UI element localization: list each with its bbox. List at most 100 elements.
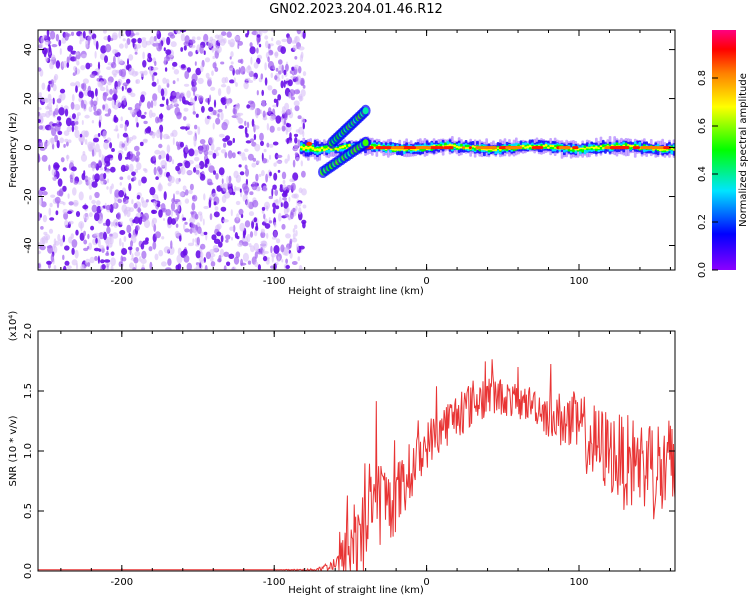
noise-blob <box>277 256 280 262</box>
main-track-cell <box>627 144 630 146</box>
main-track-cell <box>496 147 500 149</box>
noise-blob <box>134 51 138 55</box>
main-track-cell <box>526 145 530 149</box>
noise-blob <box>118 190 125 198</box>
noise-blob <box>271 255 274 263</box>
noise-blob <box>228 175 232 183</box>
noise-blob <box>295 76 299 82</box>
noise-blob <box>240 65 246 75</box>
noise-blob <box>126 87 132 93</box>
noise-blob <box>243 81 249 90</box>
noise-blob <box>145 127 151 134</box>
noise-blob <box>195 67 202 76</box>
noise-blob <box>172 61 178 67</box>
noise-blob <box>99 206 104 210</box>
noise-blob <box>97 255 100 264</box>
noise-blob <box>194 124 198 130</box>
noise-blob <box>194 156 200 162</box>
noise-blob <box>38 125 44 130</box>
noise-blob <box>175 177 180 185</box>
noise-blob <box>290 96 295 101</box>
noise-blob <box>187 130 193 136</box>
noise-blob <box>270 30 277 33</box>
noise-blob <box>128 232 132 238</box>
colorbar-ticks: 0.0 0.2 0.4 0.6 0.8 <box>697 70 718 278</box>
noise-blob <box>199 260 205 264</box>
noise-blob <box>52 243 55 252</box>
noise-blob <box>218 241 223 248</box>
noise-blob <box>288 91 292 99</box>
noise-blob <box>170 209 173 218</box>
noise-blob <box>194 61 197 66</box>
noise-blob <box>46 260 52 265</box>
noise-blob <box>56 104 59 111</box>
noise-blob <box>47 93 52 101</box>
noise-blob <box>82 103 87 112</box>
noise-blob <box>38 262 42 270</box>
noise-blob <box>262 157 268 164</box>
noise-blob <box>273 230 278 238</box>
noise-blob <box>173 199 181 203</box>
noise-blob <box>244 126 248 136</box>
noise-blob <box>263 213 266 220</box>
noise-blob <box>302 204 307 209</box>
noise-blob <box>49 202 53 208</box>
noise-blob <box>236 213 240 221</box>
noise-blob <box>117 80 121 88</box>
noise-blob <box>179 141 184 148</box>
noise-blob <box>44 35 48 39</box>
noise-blob <box>198 95 204 102</box>
noise-blob <box>171 218 177 225</box>
noise-blob <box>249 138 255 143</box>
noise-blob <box>183 255 190 263</box>
noise-blob <box>227 150 233 159</box>
noise-blob <box>131 199 134 205</box>
main-track-cell <box>341 145 344 149</box>
noise-blob <box>226 85 231 95</box>
noise-blob <box>226 175 229 184</box>
noise-blob <box>87 90 93 97</box>
noise-blob <box>42 47 48 55</box>
noise-blob <box>256 36 259 46</box>
noise-blob <box>74 129 80 139</box>
noise-blob <box>173 193 175 203</box>
noise-blob <box>142 139 148 144</box>
noise-blob <box>177 202 180 212</box>
noise-blob <box>293 193 299 199</box>
noise-blob <box>216 231 222 237</box>
noise-blob <box>256 34 261 38</box>
noise-blob <box>204 57 211 63</box>
noise-blob <box>200 251 204 258</box>
noise-blob <box>268 220 273 224</box>
noise-blob <box>74 123 77 130</box>
branch-cell <box>362 139 369 147</box>
noise-blob <box>104 166 107 170</box>
noise-blob <box>275 115 282 124</box>
noise-blob <box>254 143 261 152</box>
noise-blob <box>195 224 199 231</box>
noise-blob <box>82 204 89 210</box>
noise-blob <box>208 165 215 173</box>
noise-blob <box>298 207 302 215</box>
noise-blob <box>153 166 157 176</box>
noise-blob <box>74 249 79 259</box>
noise-blob <box>256 90 259 96</box>
noise-blob <box>281 171 287 180</box>
noise-blob <box>278 59 283 65</box>
noise-blob <box>253 229 258 237</box>
noise-blob <box>183 116 187 121</box>
noise-blob <box>45 110 51 118</box>
noise-blob <box>151 217 158 225</box>
noise-blob <box>251 220 255 229</box>
noise-blob <box>68 201 74 206</box>
noise-blob <box>196 36 201 41</box>
noise-blob <box>277 94 282 101</box>
noise-blob <box>223 251 230 257</box>
noise-blob <box>294 143 299 151</box>
main-track-cell <box>320 146 324 150</box>
noise-blob <box>182 162 185 169</box>
noise-blob <box>265 205 269 210</box>
noise-blob <box>76 112 81 116</box>
noise-blob <box>205 144 210 152</box>
noise-blob <box>103 231 107 241</box>
